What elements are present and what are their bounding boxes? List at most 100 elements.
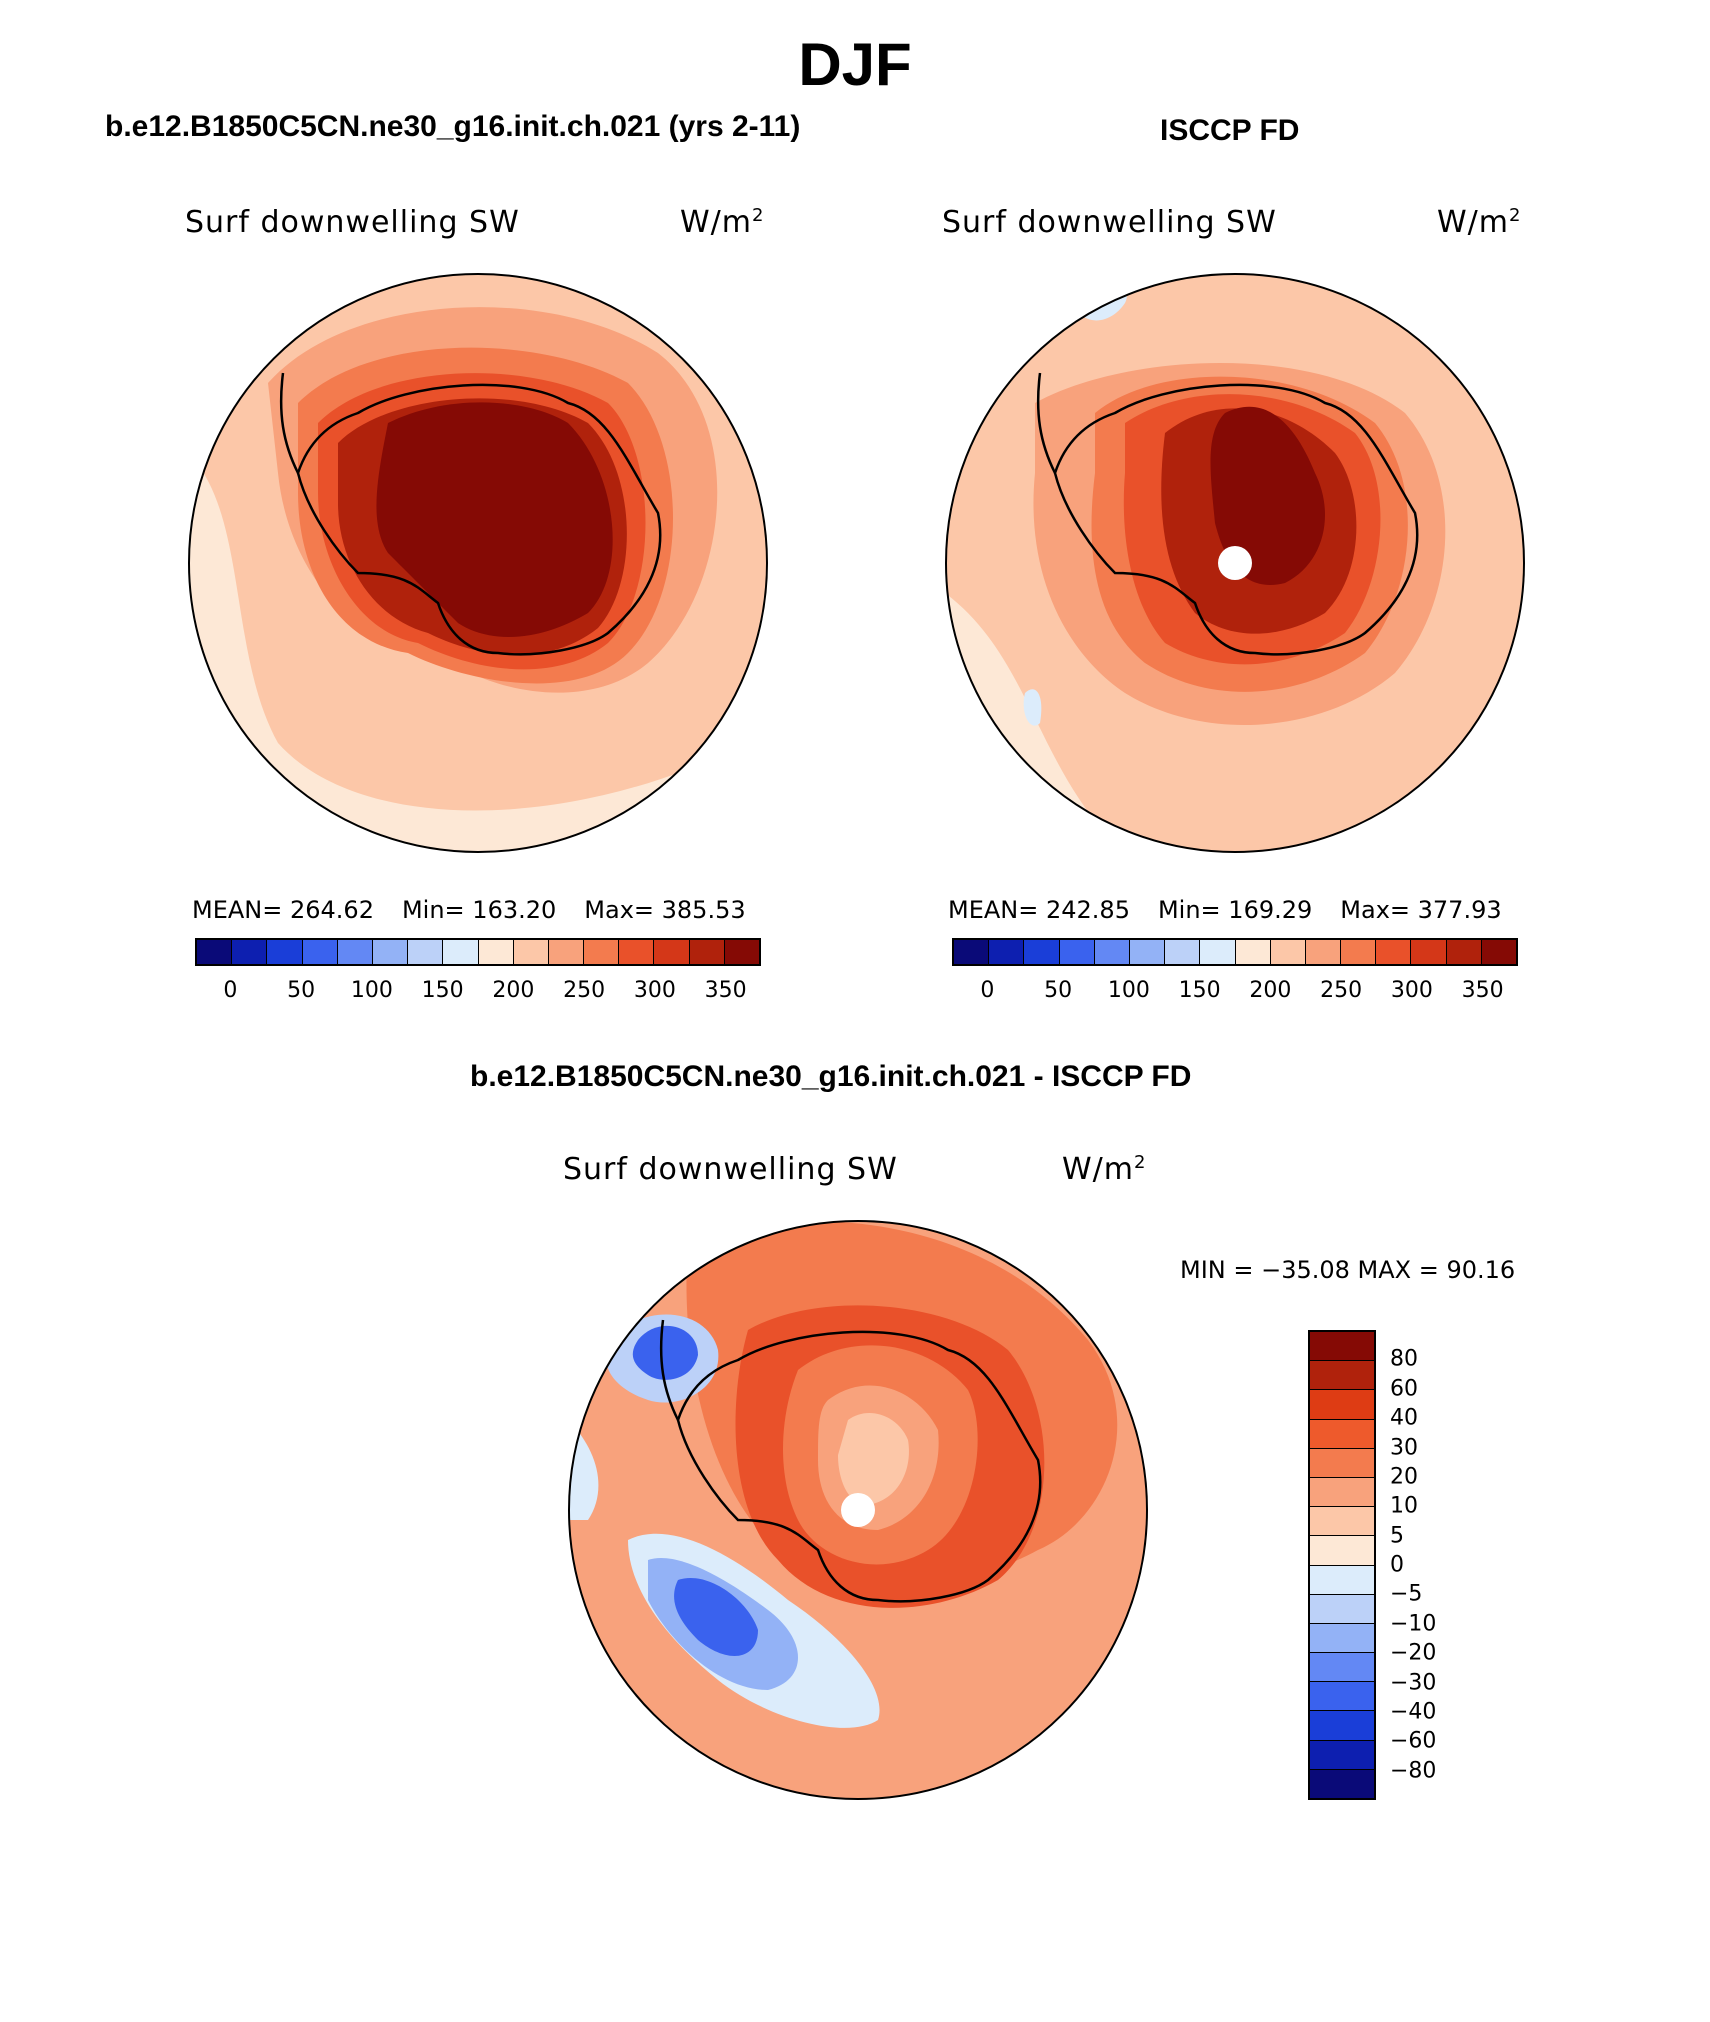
panel2-colorbar-color-14 [1446,940,1482,964]
panel1-colorbar-tick-label: 250 [563,978,606,1003]
panel2-contour-fields [946,274,1524,852]
diff-colorbar-color-1 [1310,1361,1374,1391]
panel1-colorbar-tick-label: 300 [633,978,676,1003]
panel1-colorbar-color-13 [654,940,690,964]
panel2-colorbar-color-13 [1411,940,1447,964]
panel1-colorbar-color-2 [267,940,303,964]
panel1-contour-fields [189,274,767,852]
panel2-colorbar-tick-label: 200 [1249,978,1292,1003]
panel2-units-label: W/m2 [1437,205,1522,240]
diff-colorbar-tick-label: 10 [1390,1493,1418,1519]
panel2-stats: MEAN= 242.85 Min= 169.29 Max= 377.93 [948,896,1502,924]
panel2-colorbar-tick-label: 100 [1107,978,1150,1003]
panel1-colorbar-color-3 [302,940,338,964]
panel2-map [945,273,1525,853]
diff-contour-fields [569,1221,1147,1799]
panel2-variable-label: Surf downwelling SW [942,205,1277,240]
panel2-colorbar-color-10 [1305,940,1342,964]
panel1-colorbar-tick-label: 200 [492,978,535,1003]
panel2-pole-hole [1218,546,1252,580]
panel2-colorbar-tick-label: 150 [1178,978,1221,1003]
diff-colorbar-tick-label: 0 [1390,1552,1404,1578]
panel1-mean: MEAN= 264.62 [192,896,374,924]
diff-colorbar-color-0 [1310,1332,1374,1362]
panel2-colorbar-color-9 [1270,940,1306,964]
diff-colorbar-color-15 [1310,1769,1374,1798]
panel2-colorbar-tick-label: 50 [1044,978,1073,1003]
diff-colorbar-tick-label: −10 [1390,1611,1437,1637]
panel2-colorbar-color-4 [1094,940,1130,964]
panel1-colorbar-tick-label: 150 [421,978,464,1003]
diff-colorbar-color-13 [1310,1711,1374,1741]
panel1-coastline [296,383,662,656]
panel1-colorbar-labels: 0 50 100 150 200 250 300 350 [195,978,761,1008]
panel2-min: Min= 169.29 [1157,896,1313,924]
panel1-colorbar-color-4 [337,940,373,964]
diff-colorbar-tick-label: −30 [1390,1670,1437,1695]
panel2-colorbar-color-11 [1341,940,1377,964]
panel2-colorbar-color-0 [954,940,990,964]
diff-variable-label: Surf downwelling SW [563,1152,898,1187]
panel1-case-title: b.e12.B1850C5CN.ne30_g16.init.ch.021 (yr… [105,110,801,143]
panel1-colorbar-color-7 [443,940,479,964]
panel1-colorbar-color-5 [372,940,409,964]
diff-colorbar-color-6 [1310,1507,1374,1537]
diff-colorbar-tick-label: 20 [1390,1464,1418,1490]
diff-colorbar-color-10 [1310,1623,1374,1654]
diff-colorbar [1308,1330,1376,1800]
panel1-colorbar-tick-label: 350 [704,978,747,1003]
diff-colorbar-labels: 80 60 40 30 20 10 5 0 −5 −10 −20 −30 −40 −60 −80 [1390,1330,1510,1800]
panel2-coastline [1053,383,1419,656]
diff-case-title: b.e12.B1850C5CN.ne30_g16.init.ch.021 - I… [470,1060,1192,1093]
panel1-colorbar-color-12 [619,940,655,964]
diff-colorbar-tick-label: −5 [1390,1581,1423,1607]
panel1-colorbar-color-1 [232,940,268,964]
diff-colorbar-tick-label: −80 [1390,1758,1437,1784]
diff-colorbar-color-8 [1310,1565,1374,1595]
panel2-colorbar-color-5 [1129,940,1166,964]
panel2-colorbar-color-2 [1024,940,1060,964]
diff-colorbar-tick-label: 40 [1390,1405,1418,1431]
panel1-map [188,273,768,853]
diff-colorbar-color-3 [1310,1419,1374,1449]
panel2-colorbar-color-8 [1235,940,1271,964]
panel1-min: Min= 163.20 [401,896,557,924]
panel1-colorbar-color-8 [478,940,514,964]
panel1-colorbar-color-6 [408,940,444,964]
diff-colorbar-color-2 [1310,1390,1374,1420]
panel2-colorbar-tick-label: 0 [980,978,995,1003]
panel1-max: Max= 385.53 [584,896,746,924]
panel2-colorbar-color-6 [1165,940,1201,964]
diff-colorbar-color-9 [1310,1594,1374,1624]
panel2-colorbar-labels: 0 50 100 150 200 250 300 350 [952,978,1518,1008]
panel1-colorbar-tick-label: 50 [287,978,316,1003]
panel2-colorbar-color-12 [1376,940,1412,964]
diff-colorbar-tick-label: −20 [1390,1640,1437,1666]
diff-minmax: MIN = −35.08 MAX = 90.16 [1180,1256,1516,1284]
diff-colorbar-color-14 [1310,1740,1374,1770]
panel1-stats: MEAN= 264.62 Min= 163.20 Max= 385.53 [192,896,746,924]
panel2-colorbar-tick-label: 300 [1390,978,1433,1003]
figure-title: DJF [798,31,912,98]
panel1-colorbar-tick-label: 0 [223,978,238,1003]
diff-map [568,1220,1148,1800]
panel1-colorbar-color-10 [548,940,585,964]
panel1-units-label: W/m2 [680,205,765,240]
diff-colorbar-tick-label: 30 [1390,1435,1418,1460]
panel2-map-boundary [945,273,1525,853]
panel2-colorbar-color-1 [989,940,1025,964]
panel2-max: Max= 377.93 [1340,896,1502,924]
panel2-case-title: ISCCP FD [1160,114,1300,147]
panel1-colorbar-color-14 [689,940,725,964]
panel2-colorbar-tick-label: 350 [1461,978,1504,1003]
diff-colorbar-color-12 [1310,1682,1374,1712]
diff-units-label: W/m2 [1062,1152,1147,1187]
diff-pole-hole [841,1493,875,1527]
diff-map-boundary [568,1220,1148,1800]
panel1-variable-label: Surf downwelling SW [185,205,520,240]
panel1-map-boundary [188,273,768,853]
panel2-colorbar [952,938,1518,966]
diff-colorbar-color-11 [1310,1653,1374,1683]
panel1-colorbar-color-15 [724,940,759,964]
diff-colorbar-color-7 [1310,1536,1374,1566]
